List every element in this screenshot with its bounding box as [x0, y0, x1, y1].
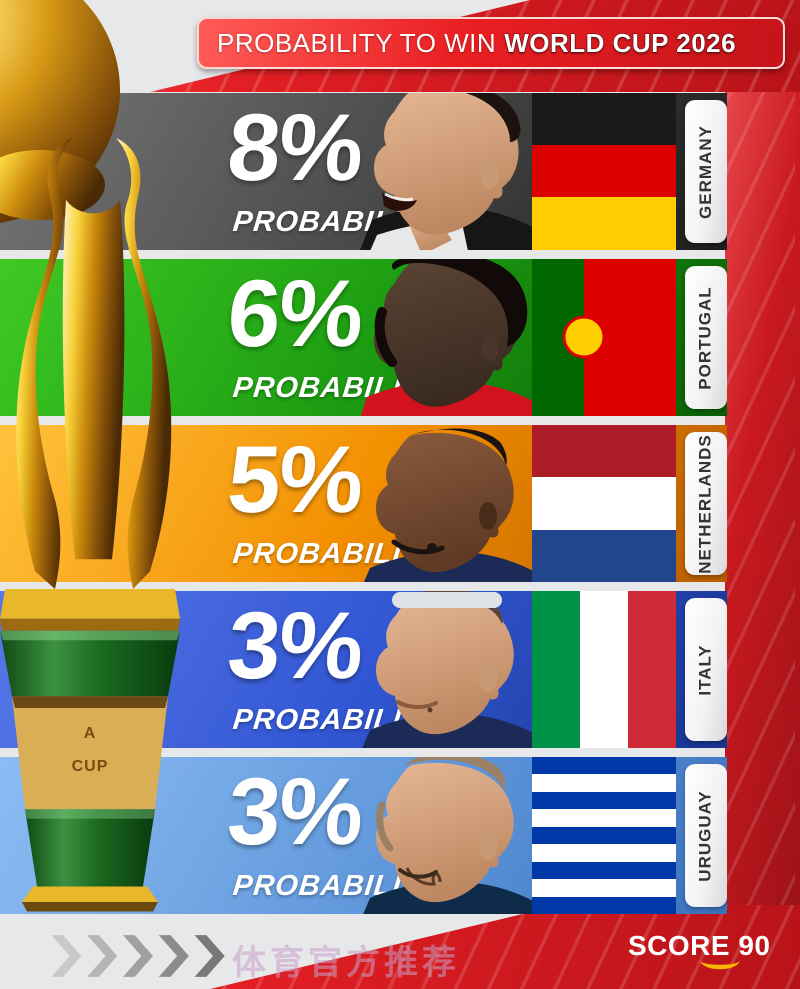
svg-text:CUP: CUP: [72, 758, 109, 775]
svg-text:A: A: [84, 725, 97, 742]
